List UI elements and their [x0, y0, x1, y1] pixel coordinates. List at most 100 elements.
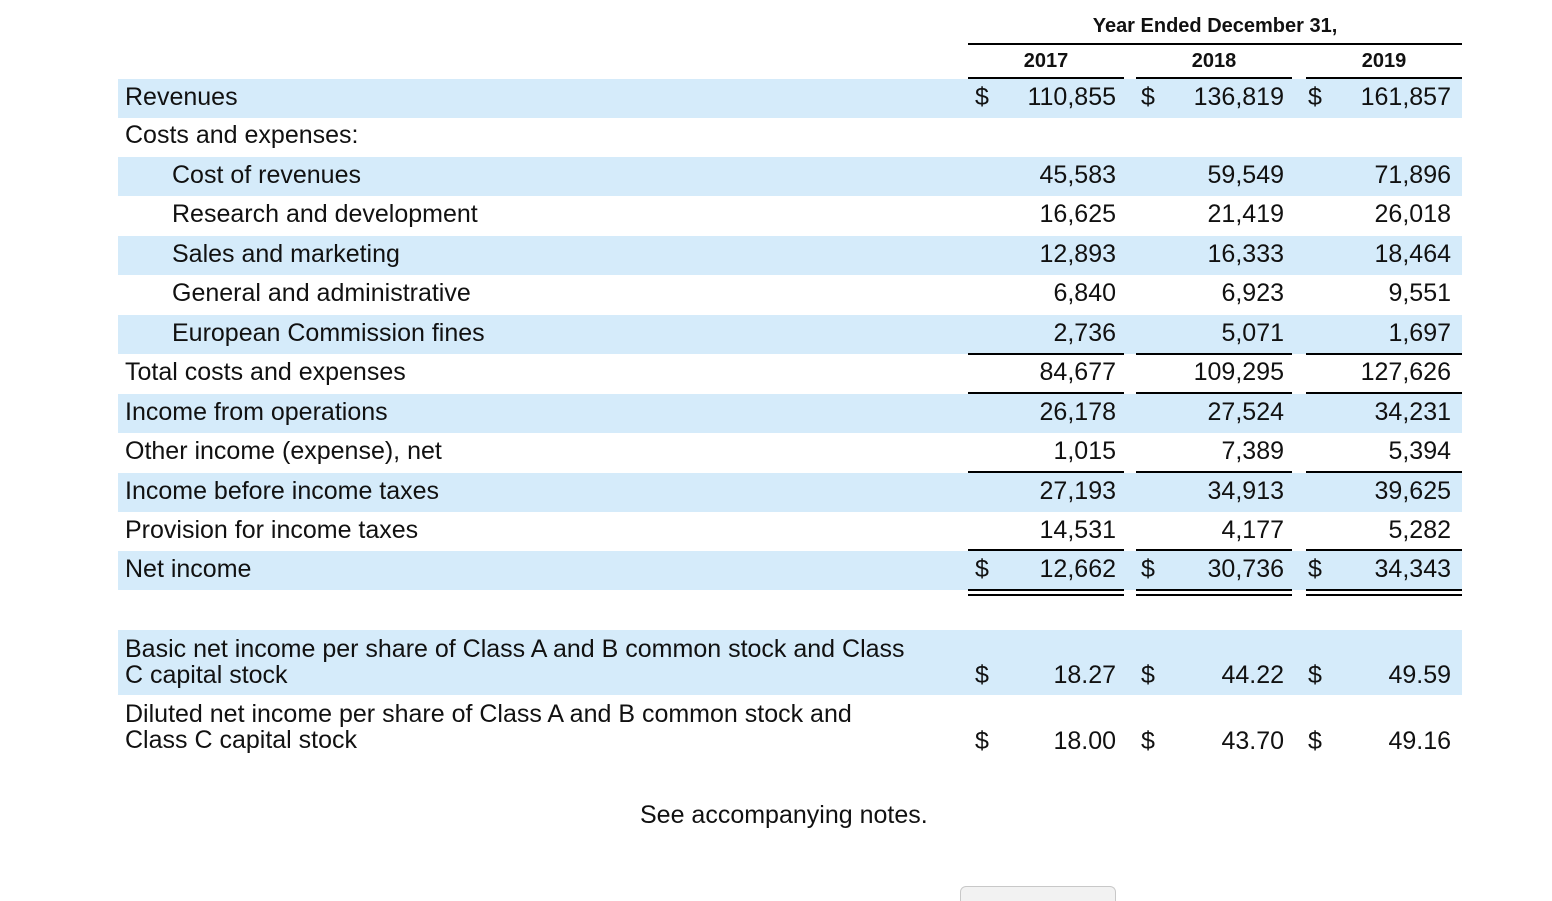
row-label: Sales and marketing [172, 240, 400, 268]
value-2017: 16,625 [1039, 200, 1116, 228]
table-row-net-income: Net income $ 12,662 $ 30,736 $ 34,343 [118, 551, 1462, 590]
value-2018: 4,177 [1221, 516, 1284, 544]
row-label: Costs and expenses: [125, 121, 359, 149]
value-2017: 26,178 [1039, 398, 1116, 426]
row-label: Income from operations [125, 398, 388, 426]
value-2019: 49.59 [1388, 661, 1451, 689]
value-2019: 34,231 [1374, 398, 1451, 426]
subtotal-rule [1136, 549, 1292, 551]
period-header: Year Ended December 31, [1092, 15, 1338, 37]
row-label: European Commission fines [172, 319, 485, 347]
dollar-sign: $ [1141, 83, 1155, 111]
row-label: Provision for income taxes [125, 516, 419, 544]
year-2017-header: 2017 [1023, 50, 1069, 72]
row-label-line: Class C capital stock [125, 726, 358, 754]
value-2017: 45,583 [1039, 161, 1116, 189]
value-2019: 127,626 [1360, 358, 1451, 386]
row-label-line: C capital stock [125, 661, 288, 689]
table-row-income-before-taxes: Income before income taxes 27,193 34,913… [118, 473, 1462, 512]
table-row-provision-taxes: Provision for income taxes 14,531 4,177 … [118, 512, 1462, 551]
value-2017: 1,015 [1053, 437, 1116, 465]
dollar-sign: $ [975, 661, 989, 689]
table-row-total-costs: Total costs and expenses 84,677 109,295 … [118, 354, 1462, 393]
dollar-sign: $ [1141, 555, 1155, 583]
value-2018: 43.70 [1221, 727, 1284, 755]
dollar-sign: $ [975, 555, 989, 583]
row-label-line: Diluted net income per share of Class A … [125, 700, 852, 728]
total-double-rule [1136, 589, 1292, 596]
subtotal-rule [1136, 471, 1292, 473]
row-label: Cost of revenues [172, 161, 361, 189]
subtotal-rule [968, 471, 1124, 473]
row-label: Diluted net income per share of Class A … [125, 701, 955, 753]
subtotal-rule [968, 549, 1124, 551]
row-label: Net income [125, 555, 252, 583]
row-label: Income before income taxes [125, 477, 440, 505]
row-label: General and administrative [172, 279, 471, 307]
value-2017: 6,840 [1053, 279, 1116, 307]
table-row-research-development: Research and development 16,625 21,419 2… [118, 196, 1462, 235]
row-label: Revenues [125, 83, 238, 111]
dollar-sign: $ [975, 83, 989, 111]
value-2017: 12,893 [1039, 240, 1116, 268]
value-2019: 49.16 [1388, 727, 1451, 755]
subtotal-rule [1306, 353, 1462, 355]
dollar-sign: $ [1141, 661, 1155, 689]
value-2017: 18.00 [1053, 727, 1116, 755]
value-2018: 16,333 [1207, 240, 1284, 268]
value-2018: 44.22 [1221, 661, 1284, 689]
footer-notes: See accompanying notes. [640, 801, 928, 829]
dollar-sign: $ [975, 727, 989, 755]
dollar-sign: $ [1308, 727, 1322, 755]
year-rule-2018 [1136, 77, 1292, 79]
row-label-line: Basic net income per share of Class A an… [125, 635, 905, 663]
value-2019: 9,551 [1388, 279, 1451, 307]
table-row-costs-heading: Costs and expenses: [118, 117, 1462, 156]
value-2017: 27,193 [1039, 477, 1116, 505]
subtotal-rule [968, 353, 1124, 355]
year-2018-header: 2018 [1191, 50, 1237, 72]
value-2018: 5,071 [1221, 319, 1284, 347]
year-rule-2017 [968, 77, 1124, 79]
value-2019: 5,282 [1388, 516, 1451, 544]
value-2019: 39,625 [1374, 477, 1451, 505]
value-2019: 34,343 [1374, 555, 1451, 583]
table-row-basic-eps: Basic net income per share of Class A an… [118, 630, 1462, 695]
value-2019: 5,394 [1388, 437, 1451, 465]
header-rule [968, 43, 1462, 45]
value-2019: 26,018 [1374, 200, 1451, 228]
year-2019-header: 2019 [1361, 50, 1407, 72]
table-row-ec-fines: European Commission fines 2,736 5,071 1,… [118, 315, 1462, 354]
value-2018: 30,736 [1207, 555, 1284, 583]
value-2019: 161,857 [1360, 83, 1451, 111]
year-rule-2019 [1306, 77, 1462, 79]
subtotal-rule [1306, 392, 1462, 394]
row-label: Basic net income per share of Class A an… [125, 636, 955, 688]
table-row-diluted-eps: Diluted net income per share of Class A … [118, 695, 1462, 760]
dollar-sign: $ [1308, 555, 1322, 583]
value-2017: 18.27 [1053, 661, 1116, 689]
value-2018: 136,819 [1193, 83, 1284, 111]
dollar-sign: $ [1141, 727, 1155, 755]
table-row-revenues: Revenues $ 110,855 $ 136,819 $ 161,857 [118, 79, 1462, 118]
value-2017: 84,677 [1039, 358, 1116, 386]
table-row-general-administrative: General and administrative 6,840 6,923 9… [118, 275, 1462, 314]
row-label: Other income (expense), net [125, 437, 442, 465]
value-2018: 21,419 [1207, 200, 1284, 228]
value-2017: 14,531 [1039, 516, 1116, 544]
table-row-sales-marketing: Sales and marketing 12,893 16,333 18,464 [118, 236, 1462, 275]
table-row-other-income: Other income (expense), net 1,015 7,389 … [118, 433, 1462, 472]
value-2019: 1,697 [1388, 319, 1451, 347]
subtotal-rule [1306, 549, 1462, 551]
total-double-rule [1306, 589, 1462, 596]
value-2018: 6,923 [1221, 279, 1284, 307]
value-2018: 7,389 [1221, 437, 1284, 465]
value-2019: 71,896 [1374, 161, 1451, 189]
row-label: Research and development [172, 200, 478, 228]
value-2017: 2,736 [1053, 319, 1116, 347]
value-2019: 18,464 [1374, 240, 1451, 268]
subtotal-rule [1136, 353, 1292, 355]
total-double-rule [968, 589, 1124, 596]
value-2017: 110,855 [1027, 83, 1116, 111]
